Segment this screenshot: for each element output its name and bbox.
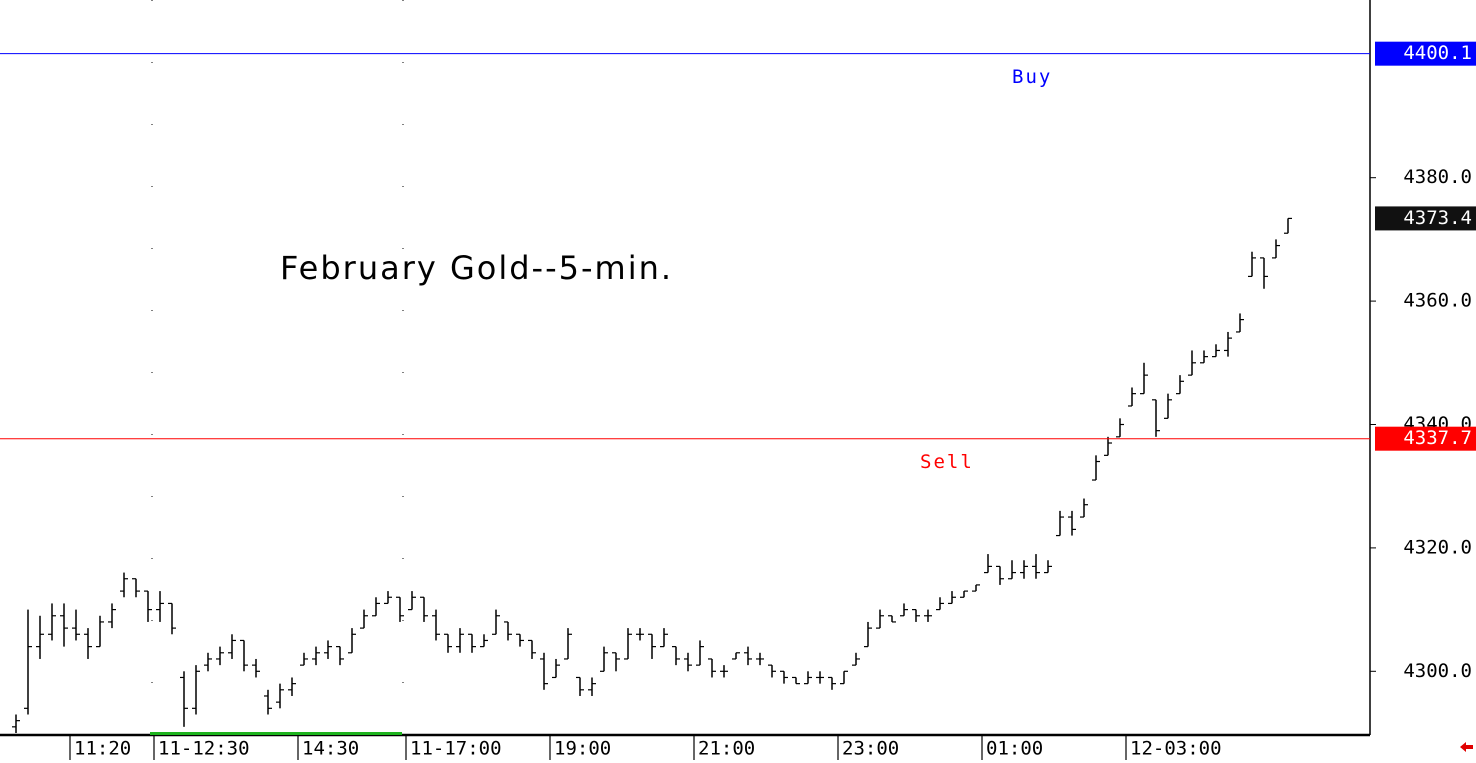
order-line-label: Buy: [1012, 66, 1052, 88]
chart-title: February Gold--5-min.: [280, 249, 673, 287]
x-tick-label: 23:00: [842, 738, 899, 760]
x-tick-label: 12-03:00: [1130, 738, 1222, 760]
y-tick-label: 4380.0: [1403, 166, 1472, 188]
last-price-tag: [1375, 206, 1476, 231]
y-tick-label: 4320.0: [1403, 536, 1472, 558]
order-line-label: Sell: [920, 451, 974, 473]
x-tick-label: 14:30: [302, 738, 359, 760]
session-highlight: [150, 732, 402, 735]
price-tag-label: 4337.7: [1403, 427, 1472, 449]
price-tag: [1375, 426, 1476, 451]
price-tag: [1375, 41, 1476, 66]
x-tick-label: 21:00: [698, 738, 755, 760]
y-tick-label: 4360.0: [1403, 290, 1472, 312]
x-tick-label: 11:20: [74, 738, 131, 760]
price-tag-label: 4400.1: [1403, 42, 1472, 64]
last-price-label: 4373.4: [1403, 207, 1472, 229]
scroll-arrow[interactable]: [1460, 742, 1473, 752]
x-tick-label: 19:00: [554, 738, 611, 760]
x-tick-label: 11-12:30: [158, 738, 250, 760]
y-tick-label: 4300.0: [1403, 660, 1472, 682]
x-tick-label: 11-17:00: [410, 738, 502, 760]
x-tick-label: 01:00: [986, 738, 1043, 760]
